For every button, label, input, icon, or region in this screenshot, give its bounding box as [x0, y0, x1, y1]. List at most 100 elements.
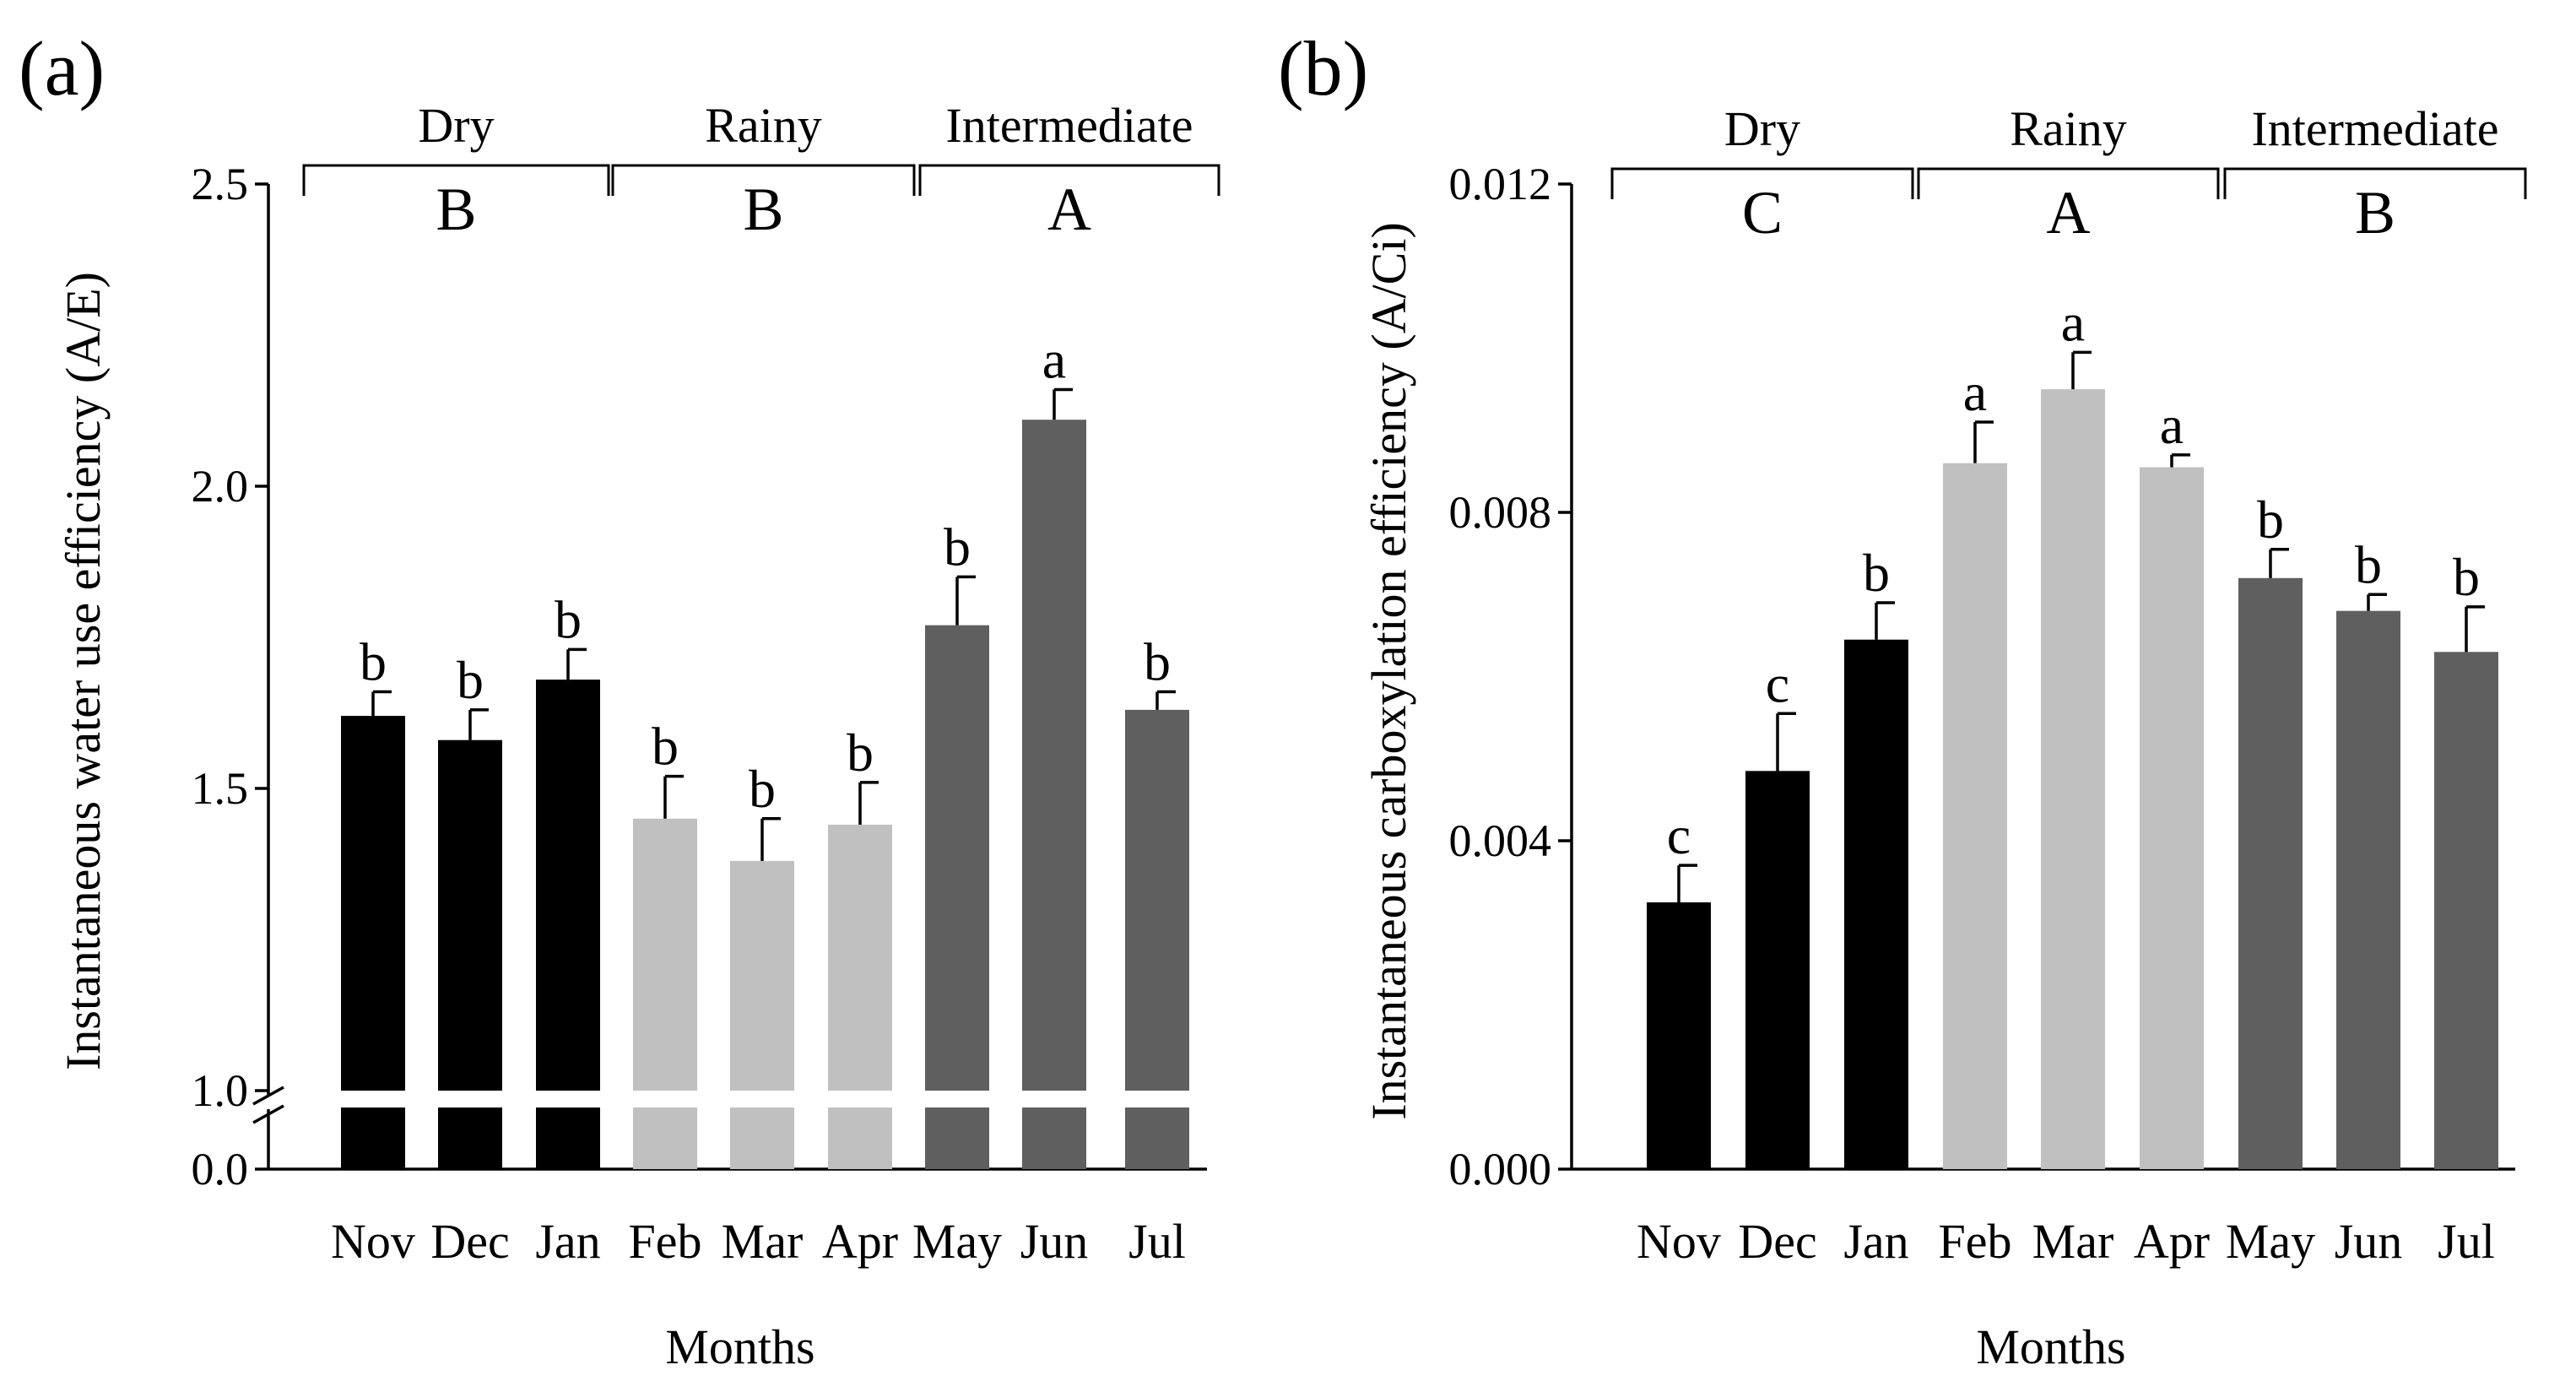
panel-label-b: (b) [1278, 25, 1368, 111]
y-tick-label-a: 1.5 [192, 763, 249, 814]
bar-mar-a [730, 860, 794, 1091]
bar-stub-dec-a [438, 1108, 502, 1169]
x-tick-label-b: Jun [2335, 1214, 2403, 1269]
y-tick-label-b: 0.008 [1449, 487, 1552, 538]
significance-label-a: b [555, 589, 582, 649]
x-tick-label-b: Nov [1637, 1214, 1721, 1269]
significance-label-b: a [1963, 362, 1987, 422]
bar-apr-b [2140, 467, 2204, 1169]
y-axis-title-a: Instantaneous water use efficiency (A/E) [56, 272, 111, 1070]
significance-label-a: b [360, 631, 387, 691]
significance-label-b: c [1766, 653, 1789, 713]
season-name-b: Intermediate [2251, 101, 2498, 156]
bar-jul-a [1125, 709, 1189, 1091]
x-tick-label-a: Dec [430, 1214, 509, 1269]
bar-jul-b [2434, 652, 2498, 1169]
y-tick-label-a: 2.0 [192, 461, 249, 512]
season-name-a: Dry [418, 98, 494, 153]
significance-label-b: b [2355, 534, 2382, 594]
x-tick-label-a: Jun [1020, 1214, 1089, 1269]
season-letter-b: C [1742, 179, 1783, 246]
x-tick-label-a: Apr [822, 1214, 898, 1269]
significance-label-b: b [2453, 547, 2480, 607]
x-tick-label-a: May [912, 1214, 1002, 1269]
bar-dec-a [438, 739, 502, 1091]
significance-label-a: b [1144, 631, 1171, 691]
season-name-a: Intermediate [945, 98, 1193, 153]
bar-stub-mar-a [730, 1108, 794, 1169]
bar-stub-nov-a [341, 1108, 405, 1169]
season-bracket-a [918, 164, 1220, 196]
season-name-b: Rainy [2010, 101, 2127, 156]
bar-jan-b [1844, 639, 1908, 1169]
x-tick-label-a: Feb [629, 1214, 702, 1269]
chart-a-water-use-efficiency: (a) Instantaneous water use efficiency (… [19, 25, 1220, 1374]
significance-label-b: a [2160, 395, 2184, 455]
x-axis-title-b: Months [1976, 1319, 2125, 1374]
bar-jan-a [536, 680, 600, 1091]
x-tick-label-b: Jul [2438, 1214, 2495, 1269]
bar-mar-b [2041, 389, 2105, 1169]
x-tick-label-b: Jan [1843, 1214, 1908, 1269]
bar-may-a [925, 625, 989, 1091]
season-name-a: Rainy [705, 98, 822, 153]
x-tick-label-a: Nov [331, 1214, 415, 1269]
bar-stub-jan-a [536, 1108, 600, 1169]
bar-nov-b [1647, 902, 1711, 1169]
bar-stub-may-a [925, 1108, 989, 1169]
season-letter-b: A [2047, 179, 2091, 246]
significance-label-b: c [1667, 805, 1691, 865]
season-letter-a: B [436, 176, 476, 243]
axis-break-mark-lower-a [252, 1104, 284, 1124]
x-tick-label-b: Apr [2134, 1214, 2210, 1269]
significance-label-a: b [457, 650, 484, 710]
y-tick-label-b: 0.000 [1449, 1144, 1552, 1194]
y-tick-label-a: 1.0 [192, 1065, 249, 1116]
season-letter-a: B [743, 176, 783, 243]
x-tick-label-b: Feb [1939, 1214, 2012, 1269]
season-bracket-b [1917, 167, 2220, 199]
significance-label-b: b [1863, 543, 1890, 603]
season-name-b: Dry [1724, 101, 1800, 156]
bar-nov-a [341, 716, 405, 1091]
y-tick-label-a: 0.0 [192, 1144, 249, 1194]
bar-feb-b [1943, 463, 2007, 1169]
season-bracket-b [1610, 167, 1914, 199]
x-tick-label-b: Dec [1738, 1214, 1816, 1269]
significance-label-b: b [2257, 490, 2284, 550]
bar-dec-b [1745, 771, 1810, 1169]
significance-label-a: b [944, 517, 971, 577]
season-bracket-a [611, 164, 916, 196]
x-tick-label-a: Jul [1128, 1214, 1186, 1269]
significance-label-a: b [749, 759, 776, 819]
bar-stub-jun-a [1022, 1108, 1086, 1169]
x-axis-title-a: Months [665, 1319, 814, 1374]
significance-label-a: a [1042, 329, 1066, 389]
significance-label-a: b [847, 723, 874, 783]
season-letter-a: A [1047, 176, 1091, 243]
panel-label-a: (a) [19, 25, 105, 111]
bar-jun-a [1022, 420, 1086, 1091]
season-bracket-a [302, 164, 610, 196]
x-tick-label-b: May [2226, 1214, 2315, 1269]
season-letter-b: B [2355, 179, 2395, 246]
season-bracket-b [2223, 167, 2527, 199]
bar-jun-b [2336, 610, 2400, 1169]
x-tick-label-a: Jan [535, 1214, 600, 1269]
y-tick-label-b: 0.004 [1449, 815, 1552, 866]
y-tick-label-b: 0.012 [1449, 159, 1552, 209]
axis-break-mark-upper-a [252, 1086, 284, 1106]
bar-apr-a [828, 824, 892, 1091]
significance-label-a: b [652, 717, 679, 777]
y-axis-title-b: Instantaneous carboxylation efficiency (… [1361, 222, 1416, 1120]
chart-b-carboxylation-efficiency: (b) Instantaneous carboxylation efficien… [1278, 25, 2527, 1374]
bar-may-b [2238, 577, 2303, 1169]
bar-feb-a [633, 818, 697, 1091]
x-tick-label-b: Mar [2032, 1214, 2114, 1269]
bar-stub-apr-a [828, 1108, 892, 1169]
bar-stub-feb-a [633, 1108, 697, 1169]
bar-stub-jul-a [1125, 1108, 1189, 1169]
y-tick-label-a: 2.5 [192, 159, 249, 209]
significance-label-b: a [2061, 292, 2085, 352]
